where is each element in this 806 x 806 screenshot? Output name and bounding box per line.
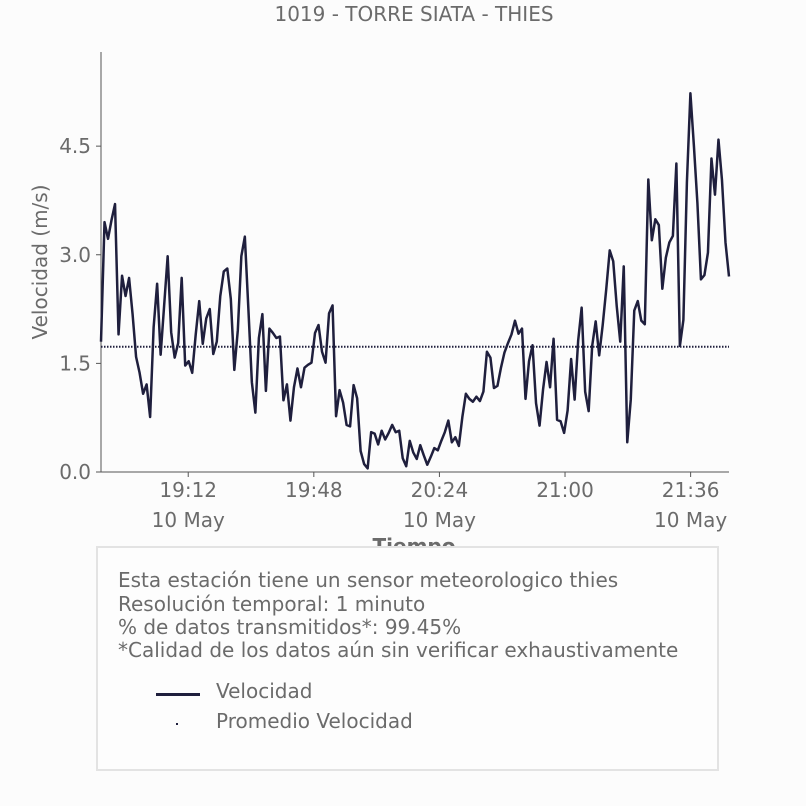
x-tick-label: 19:48 bbox=[285, 478, 343, 502]
info-resolution-text: Resolución temporal: 1 minuto bbox=[118, 592, 426, 616]
x-tick-label: 20:24 bbox=[411, 478, 469, 502]
x-tick-label: 21:00 bbox=[536, 478, 594, 502]
x-tick-label: 21:36 bbox=[662, 478, 720, 502]
y-tick-label: 0.0 bbox=[59, 460, 91, 484]
x-tick-date-label: 10 May bbox=[403, 508, 476, 532]
y-axis-label: Velocidad (m/s) bbox=[28, 184, 52, 339]
legend-label-promedio: Promedio Velocidad bbox=[216, 709, 413, 733]
info-sensor-text: Esta estación tiene un sensor meteorolog… bbox=[118, 568, 619, 592]
legend-line-swatch bbox=[156, 693, 200, 696]
y-tick-label: 1.5 bbox=[59, 351, 91, 375]
info-panel: Esta estación tiene un sensor meteorolog… bbox=[96, 546, 719, 771]
chart-title: 1019 - TORRE SIATA - THIES bbox=[274, 2, 553, 26]
velocidad-series-line bbox=[99, 92, 731, 470]
legend-label-velocidad: Velocidad bbox=[216, 679, 313, 703]
x-tick-date-label: 10 May bbox=[654, 508, 727, 532]
legend-dot-swatch bbox=[176, 723, 178, 725]
info-transmitted-text: % de datos transmitidos*: 99.45% bbox=[118, 615, 462, 639]
x-tick-label: 19:12 bbox=[159, 478, 217, 502]
y-tick-label: 4.5 bbox=[59, 134, 91, 158]
y-tick-label: 3.0 bbox=[59, 243, 91, 267]
x-tick-date-label: 10 May bbox=[152, 508, 225, 532]
info-quality-note: *Calidad de los datos aún sin verificar … bbox=[118, 638, 679, 662]
